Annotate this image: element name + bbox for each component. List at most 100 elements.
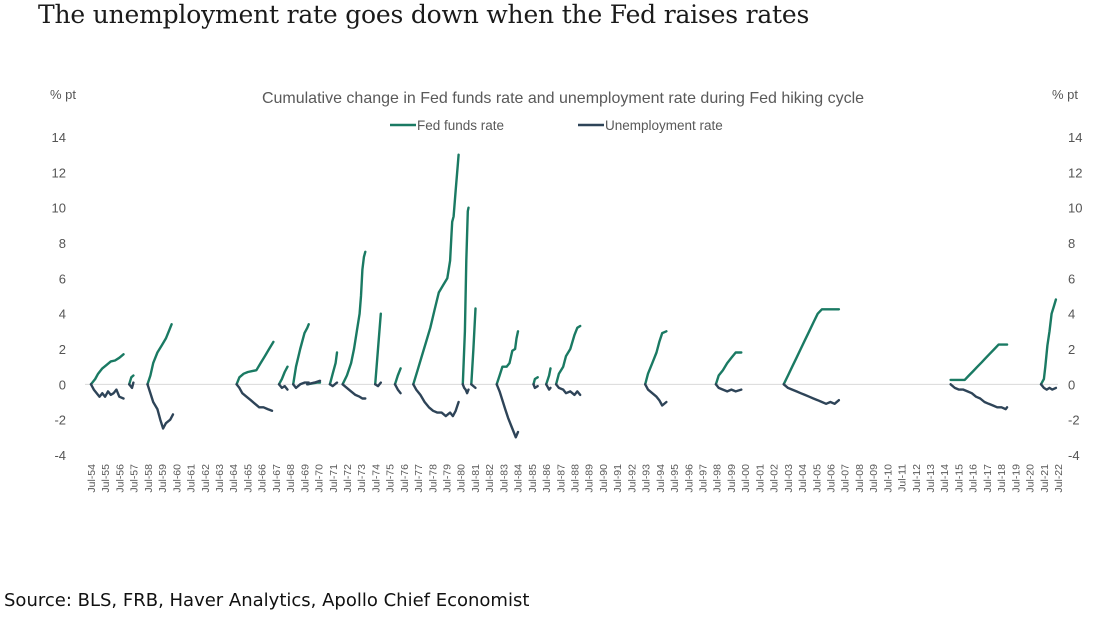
x-axis: Jul-54 Jul-55 Jul-56 Jul-57 Jul-58 Jul-59 Jul-… [86, 464, 1065, 493]
x-tick-label: Jul-17 [982, 464, 994, 493]
series-line-unemployment-rate [644, 383, 668, 407]
series-line-unemployment-rate [1039, 383, 1058, 391]
x-tick-label: Jul-65 [242, 464, 254, 493]
y-tick-right: 6 [1068, 271, 1075, 286]
x-tick-label: Jul-96 [683, 464, 695, 493]
x-tick-label: Jul-90 [598, 464, 610, 493]
x-tick-label: Jul-85 [527, 464, 539, 493]
x-tick-label: Jul-19 [1010, 464, 1022, 493]
y-tick-right: -4 [1068, 448, 1080, 463]
x-tick-label: Jul-00 [740, 464, 752, 493]
x-tick-label: Jul-22 [1053, 464, 1065, 493]
x-tick-label: Jul-78 [427, 464, 439, 493]
series-line-unemployment-rate [374, 381, 382, 388]
x-tick-label: Jul-95 [669, 464, 681, 493]
x-tick-label: Jul-09 [868, 464, 880, 493]
x-tick-label: Jul-69 [299, 464, 311, 493]
x-tick-label: Jul-94 [655, 464, 667, 493]
x-tick-label: Jul-80 [456, 464, 468, 493]
series-line-unemployment-rate [532, 383, 539, 390]
x-tick-label: Jul-08 [854, 464, 866, 493]
x-tick-label: Jul-84 [513, 464, 525, 493]
y-tick-left: 2 [59, 342, 66, 357]
series-line-unemployment-rate [495, 383, 520, 439]
series-line-unemployment-rate [412, 383, 460, 418]
x-tick-label: Jul-06 [825, 464, 837, 493]
series-line-fed-funds-rate [412, 153, 460, 386]
series-line-fed-funds-rate [714, 351, 743, 386]
series-line-fed-funds-rate [949, 343, 1009, 382]
chart: Cumulative change in Fed funds rate and … [50, 87, 1082, 493]
series-line-unemployment-rate [714, 383, 743, 393]
series-line-fed-funds-rate [235, 340, 275, 386]
y-axis-right: -4 -2 0 2 4 6 8 10 12 14 [1068, 130, 1082, 463]
series-line-unemployment-rate [328, 381, 339, 388]
x-tick-label: Jul-89 [584, 464, 596, 493]
x-tick-label: Jul-68 [285, 464, 297, 493]
x-tick-label: Jul-14 [939, 464, 951, 493]
headline: The unemployment rate goes down when the… [38, 0, 810, 29]
x-tick-label: Jul-64 [228, 464, 240, 493]
x-tick-label: Jul-72 [342, 464, 354, 493]
y-axis-label-right: % pt [1052, 87, 1078, 102]
x-tick-label: Jul-04 [797, 464, 809, 493]
y-tick-left: 12 [52, 165, 66, 180]
series-line-unemployment-rate [470, 383, 477, 390]
x-tick-label: Jul-13 [925, 464, 937, 493]
series-line-unemployment-rate [393, 383, 402, 395]
source-note: Source: BLS, FRB, Haver Analytics, Apoll… [4, 590, 530, 611]
x-tick-label: Jul-91 [612, 464, 624, 493]
y-tick-right: 8 [1068, 236, 1075, 251]
series-line-unemployment-rate [89, 383, 125, 400]
series-line-fed-funds-rate [532, 376, 539, 386]
x-tick-label: Jul-74 [370, 464, 382, 493]
x-tick-label: Jul-81 [470, 464, 482, 493]
series-line-fed-funds-rate [146, 323, 173, 386]
series-line-fed-funds-rate [89, 353, 125, 386]
x-tick-label: Jul-73 [356, 464, 368, 493]
series-line-fed-funds-rate [554, 324, 582, 386]
y-tick-right: 14 [1068, 130, 1082, 145]
x-tick-label: Jul-63 [214, 464, 226, 493]
x-tick-label: Jul-87 [555, 464, 567, 493]
x-tick-label: Jul-60 [171, 464, 183, 493]
x-tick-label: Jul-05 [811, 464, 823, 493]
x-tick-label: Jul-18 [996, 464, 1008, 493]
y-tick-left: -4 [54, 448, 66, 463]
x-tick-label: Jul-83 [498, 464, 510, 493]
x-tick-label: Jul-62 [200, 464, 212, 493]
x-tick-label: Jul-70 [314, 464, 326, 493]
x-tick-label: Jul-71 [328, 464, 340, 493]
series-line-unemployment-rate [341, 383, 367, 400]
y-axis-left: -4 -2 0 2 4 6 8 10 12 14 [52, 130, 66, 463]
x-tick-label: Jul-86 [541, 464, 553, 493]
y-tick-right: 10 [1068, 201, 1082, 216]
series-line-unemployment-rate [782, 383, 841, 405]
y-tick-right: 4 [1068, 307, 1075, 322]
x-tick-label: Jul-59 [157, 464, 169, 493]
x-tick-label: Jul-92 [626, 464, 638, 493]
y-tick-right: 0 [1068, 377, 1075, 392]
series-line-fed-funds-rate [1039, 298, 1058, 386]
x-tick-label: Jul-77 [413, 464, 425, 493]
x-tick-label: Jul-11 [897, 464, 909, 492]
y-tick-right: 2 [1068, 342, 1075, 357]
series-line-fed-funds-rate [393, 367, 402, 386]
x-tick-label: Jul-79 [442, 464, 454, 493]
legend-label-unemployment: Unemployment rate [605, 118, 723, 133]
x-tick-label: Jul-03 [783, 464, 795, 493]
series-line-unemployment-rate [554, 383, 582, 397]
series-line-fed-funds-rate [292, 323, 310, 386]
y-tick-left: 14 [52, 130, 66, 145]
series-line-fed-funds-rate [644, 330, 668, 386]
x-tick-label: Jul-66 [257, 464, 269, 493]
y-tick-left: 4 [59, 307, 66, 322]
x-tick-label: Jul-55 [100, 464, 112, 493]
x-tick-label: Jul-20 [1025, 464, 1037, 493]
x-tick-label: Jul-56 [114, 464, 126, 493]
x-tick-label: Jul-82 [484, 464, 496, 493]
x-tick-label: Jul-61 [186, 464, 198, 493]
x-tick-label: Jul-16 [968, 464, 980, 493]
y-tick-right: 12 [1068, 165, 1082, 180]
x-tick-label: Jul-58 [143, 464, 155, 493]
